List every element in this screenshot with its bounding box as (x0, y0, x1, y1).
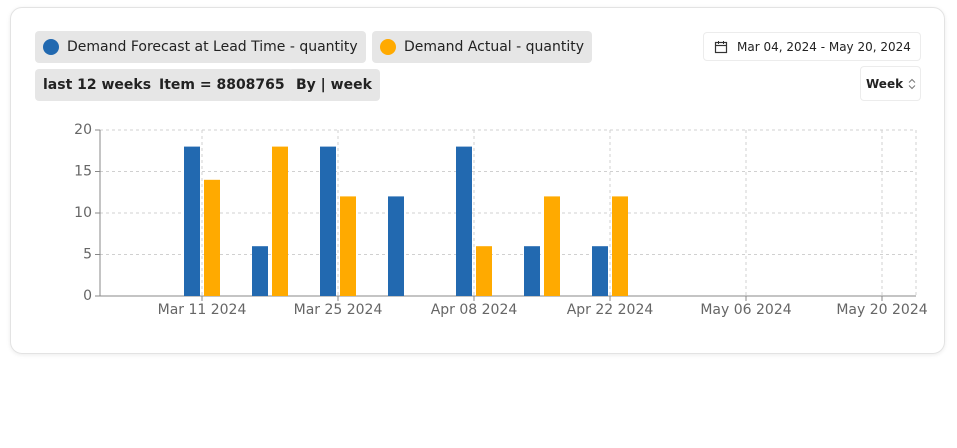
bar (592, 246, 608, 296)
x-tick-label: May 06 2024 (700, 302, 791, 318)
date-range-text: Mar 04, 2024 - May 20, 2024 (737, 39, 911, 54)
bar (320, 146, 336, 296)
bar (204, 179, 220, 296)
bar (524, 246, 540, 296)
bar (252, 246, 268, 296)
granularity-text: Week (866, 76, 904, 91)
legend-item[interactable]: Demand Forecast at Lead Time - quantity (35, 31, 366, 63)
x-tick-label: Apr 22 2024 (567, 302, 654, 318)
bar (544, 196, 560, 296)
bar (476, 246, 492, 296)
legend-label: Demand Forecast at Lead Time - quantity (67, 39, 358, 55)
y-tick-label: 0 (83, 288, 92, 304)
legend-label: Demand Actual - quantity (404, 39, 584, 55)
bar (184, 146, 200, 296)
x-tick-label: Apr 08 2024 (431, 302, 518, 318)
y-tick-label: 5 (83, 247, 92, 263)
bar (612, 196, 628, 296)
filter-chip[interactable]: By | week (288, 69, 380, 101)
select-chevron (908, 78, 916, 89)
filter-chip[interactable]: Item = 8808765 (151, 69, 293, 101)
bar (272, 146, 288, 296)
bar (388, 196, 404, 296)
filter-label: By | week (296, 77, 372, 93)
date-range-picker[interactable]: Mar 04, 2024 - May 20, 2024 (703, 32, 921, 61)
granularity-select[interactable]: Week (860, 66, 921, 101)
y-tick-label: 10 (74, 205, 92, 221)
filter-label: last 12 weeks (43, 77, 152, 93)
x-tick-label: Mar 25 2024 (294, 302, 383, 318)
x-tick-label: Mar 11 2024 (158, 302, 247, 318)
calendar-icon (714, 40, 728, 53)
bar (340, 196, 356, 296)
filter-label: Item = 8808765 (159, 77, 285, 93)
legend-item[interactable]: Demand Actual - quantity (372, 31, 592, 63)
legend-swatch (43, 39, 59, 55)
y-tick-label: 20 (74, 122, 92, 138)
legend-swatch (380, 39, 396, 55)
bar (456, 146, 472, 296)
chart-card (10, 7, 945, 354)
x-tick-label: May 20 2024 (836, 302, 927, 318)
y-tick-label: 15 (74, 164, 92, 180)
filter-chip[interactable]: last 12 weeks (35, 69, 160, 101)
